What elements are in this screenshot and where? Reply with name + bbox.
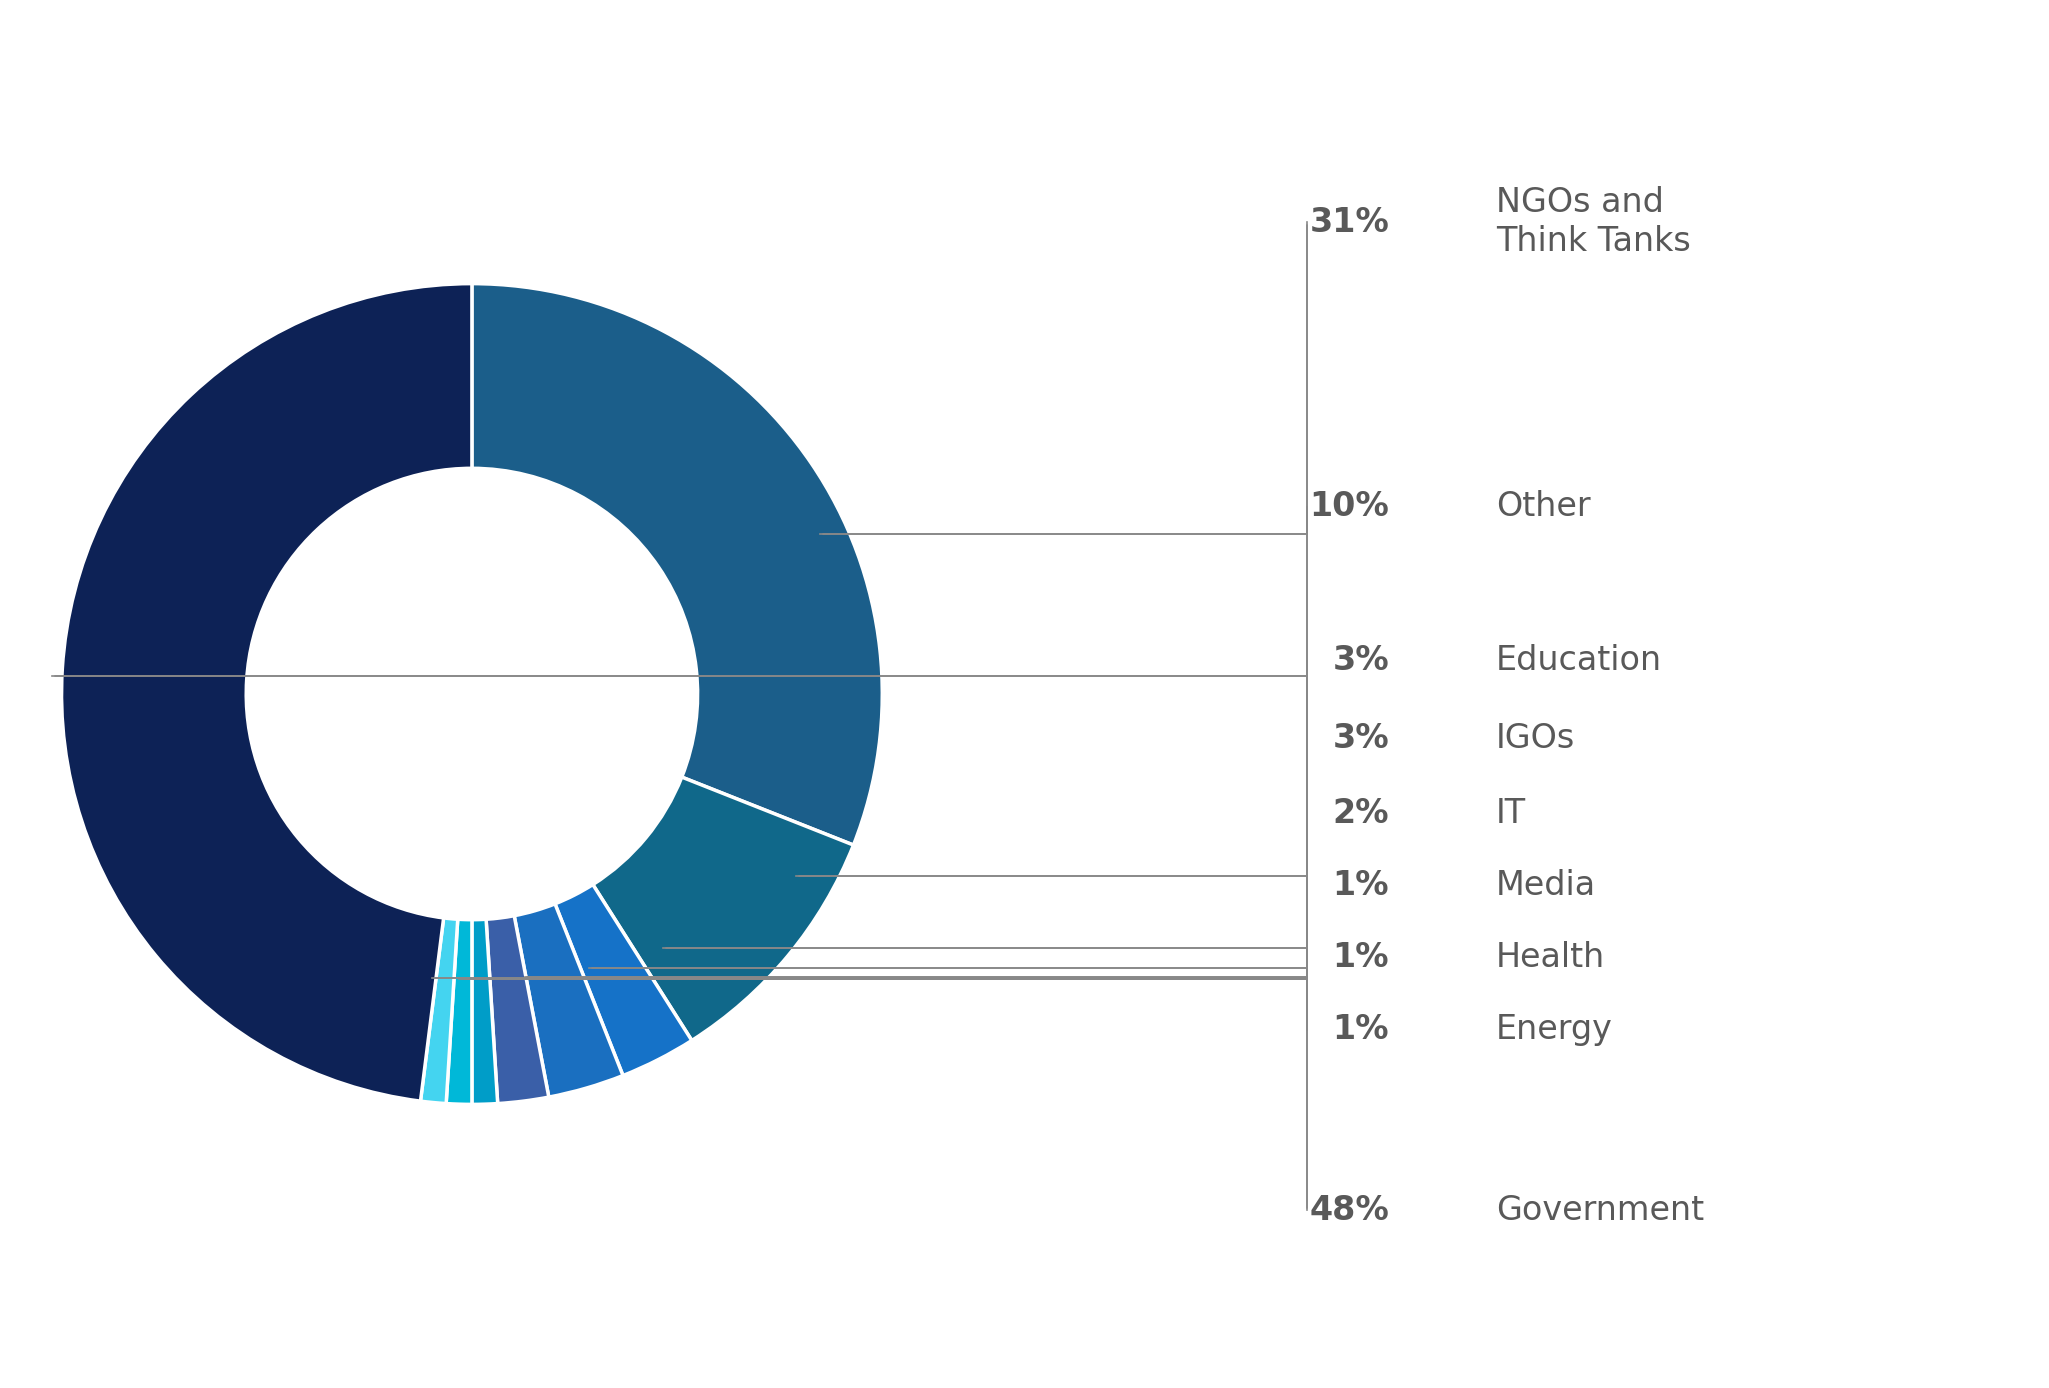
Text: 48%: 48% (1309, 1194, 1389, 1227)
Text: Health: Health (1496, 941, 1604, 974)
Wedge shape (471, 283, 883, 845)
Wedge shape (447, 919, 471, 1105)
Text: IT: IT (1496, 797, 1527, 830)
Wedge shape (61, 283, 471, 1101)
Wedge shape (592, 777, 854, 1041)
Text: 31%: 31% (1309, 205, 1389, 239)
Wedge shape (555, 884, 693, 1076)
Text: 1%: 1% (1332, 869, 1389, 902)
Wedge shape (471, 919, 498, 1105)
Text: NGOs and
Think Tanks: NGOs and Think Tanks (1496, 186, 1690, 258)
Wedge shape (486, 916, 549, 1103)
Text: Government: Government (1496, 1194, 1705, 1227)
Wedge shape (420, 917, 457, 1103)
Text: Energy: Energy (1496, 1013, 1613, 1047)
Wedge shape (514, 904, 623, 1097)
Text: 1%: 1% (1332, 1013, 1389, 1047)
Text: IGOs: IGOs (1496, 722, 1576, 755)
Text: Media: Media (1496, 869, 1596, 902)
Text: 2%: 2% (1332, 797, 1389, 830)
Text: Education: Education (1496, 644, 1662, 677)
Text: Other: Other (1496, 490, 1590, 523)
Text: 3%: 3% (1332, 644, 1389, 677)
Text: 1%: 1% (1332, 941, 1389, 974)
Text: 10%: 10% (1309, 490, 1389, 523)
Text: 3%: 3% (1332, 722, 1389, 755)
